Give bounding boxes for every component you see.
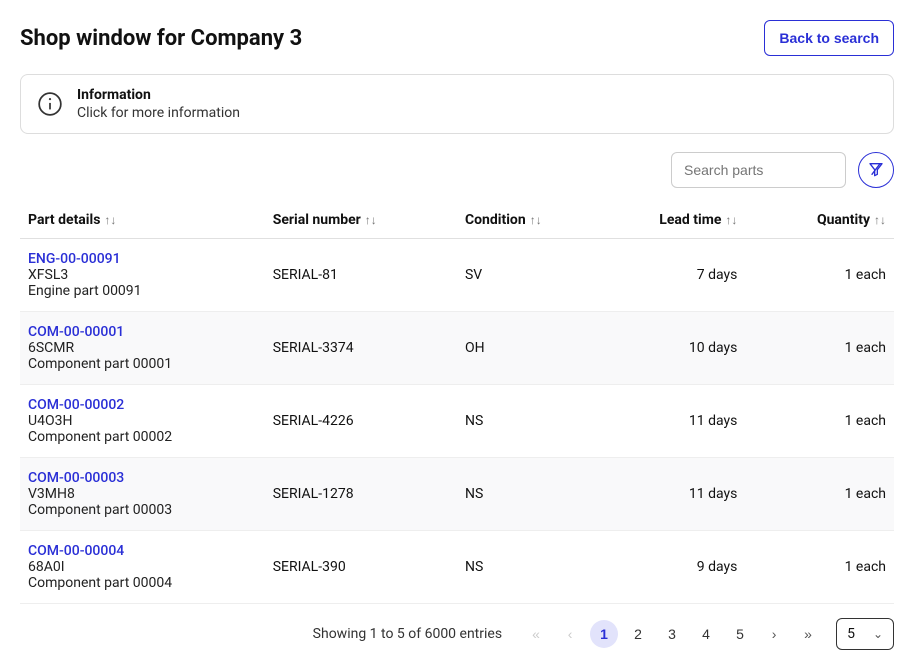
cell-condition: SV xyxy=(457,239,597,312)
cell-lead: 10 days xyxy=(597,312,746,385)
chevron-right-icon: › xyxy=(772,626,777,642)
information-panel[interactable]: Information Click for more information xyxy=(20,74,894,134)
part-desc: Component part 00001 xyxy=(28,356,257,372)
cell-serial: SERIAL-4226 xyxy=(265,385,457,458)
cell-lead: 7 days xyxy=(597,239,746,312)
col-lead-time[interactable]: Lead time↑↓ xyxy=(597,202,746,239)
table-row: COM-00-00002 U4O3H Component part 00002 … xyxy=(20,385,894,458)
cell-condition: OH xyxy=(457,312,597,385)
pager-page-1[interactable]: 1 xyxy=(590,620,618,648)
col-quantity[interactable]: Quantity↑↓ xyxy=(745,202,894,239)
cell-condition: NS xyxy=(457,385,597,458)
chevron-left-icon: ‹ xyxy=(568,626,573,642)
part-link[interactable]: COM-00-00002 xyxy=(28,397,257,413)
pager-prev-button[interactable]: ‹ xyxy=(556,620,584,648)
part-link[interactable]: ENG-00-00091 xyxy=(28,251,257,267)
sort-icon: ↑↓ xyxy=(725,213,737,227)
cell-qty: 1 each xyxy=(745,312,894,385)
pager-page-3[interactable]: 3 xyxy=(658,620,686,648)
table-row: COM-00-00001 6SCMR Component part 00001 … xyxy=(20,312,894,385)
part-desc: Component part 00002 xyxy=(28,429,257,445)
page-size-value: 5 xyxy=(847,626,855,642)
pager-page-2[interactable]: 2 xyxy=(624,620,652,648)
table-row: COM-00-00003 V3MH8 Component part 00003 … xyxy=(20,458,894,531)
cell-serial: SERIAL-390 xyxy=(265,531,457,604)
entries-summary: Showing 1 to 5 of 6000 entries xyxy=(313,626,502,642)
info-icon xyxy=(37,91,63,117)
page-size-select[interactable]: 5 ⌄ xyxy=(836,618,894,650)
col-part-details[interactable]: Part details↑↓ xyxy=(20,202,265,239)
cell-qty: 1 each xyxy=(745,458,894,531)
sort-icon: ↑↓ xyxy=(874,213,886,227)
cell-lead: 11 days xyxy=(597,458,746,531)
cell-qty: 1 each xyxy=(745,385,894,458)
pager-page-4[interactable]: 4 xyxy=(692,620,720,648)
cell-lead: 9 days xyxy=(597,531,746,604)
pager: « ‹ 1 2 3 4 5 › » xyxy=(522,620,822,648)
pager-page-5[interactable]: 5 xyxy=(726,620,754,648)
part-link[interactable]: COM-00-00004 xyxy=(28,543,257,559)
cell-qty: 1 each xyxy=(745,239,894,312)
chevron-double-right-icon: » xyxy=(804,626,812,642)
col-condition[interactable]: Condition↑↓ xyxy=(457,202,597,239)
cell-lead: 11 days xyxy=(597,385,746,458)
table-row: ENG-00-00091 XFSL3 Engine part 00091 SER… xyxy=(20,239,894,312)
cell-serial: SERIAL-3374 xyxy=(265,312,457,385)
part-link[interactable]: COM-00-00001 xyxy=(28,324,257,340)
cell-serial: SERIAL-81 xyxy=(265,239,457,312)
part-desc: Engine part 00091 xyxy=(28,283,257,299)
sort-icon: ↑↓ xyxy=(530,213,542,227)
parts-table: Part details↑↓ Serial number↑↓ Condition… xyxy=(20,202,894,604)
sort-icon: ↑↓ xyxy=(365,213,377,227)
cell-condition: NS xyxy=(457,458,597,531)
filter-icon xyxy=(868,161,884,180)
part-desc: Component part 00003 xyxy=(28,502,257,518)
cell-serial: SERIAL-1278 xyxy=(265,458,457,531)
part-code: 68A0I xyxy=(28,559,257,575)
pager-next-button[interactable]: › xyxy=(760,620,788,648)
filter-button[interactable] xyxy=(858,152,894,188)
part-code: V3MH8 xyxy=(28,486,257,502)
info-subtitle: Click for more information xyxy=(77,105,240,121)
sort-icon: ↑↓ xyxy=(104,213,116,227)
part-code: 6SCMR xyxy=(28,340,257,356)
chevron-double-left-icon: « xyxy=(532,626,540,642)
cell-qty: 1 each xyxy=(745,531,894,604)
part-link[interactable]: COM-00-00003 xyxy=(28,470,257,486)
table-row: COM-00-00004 68A0I Component part 00004 … xyxy=(20,531,894,604)
cell-condition: NS xyxy=(457,531,597,604)
pager-last-button[interactable]: » xyxy=(794,620,822,648)
search-input[interactable] xyxy=(671,152,846,188)
pager-first-button[interactable]: « xyxy=(522,620,550,648)
col-serial[interactable]: Serial number↑↓ xyxy=(265,202,457,239)
info-title: Information xyxy=(77,87,240,103)
part-desc: Component part 00004 xyxy=(28,575,257,591)
back-to-search-button[interactable]: Back to search xyxy=(764,20,894,56)
part-code: U4O3H xyxy=(28,413,257,429)
part-code: XFSL3 xyxy=(28,267,257,283)
chevron-down-icon: ⌄ xyxy=(873,627,883,641)
page-title: Shop window for Company 3 xyxy=(20,26,302,51)
